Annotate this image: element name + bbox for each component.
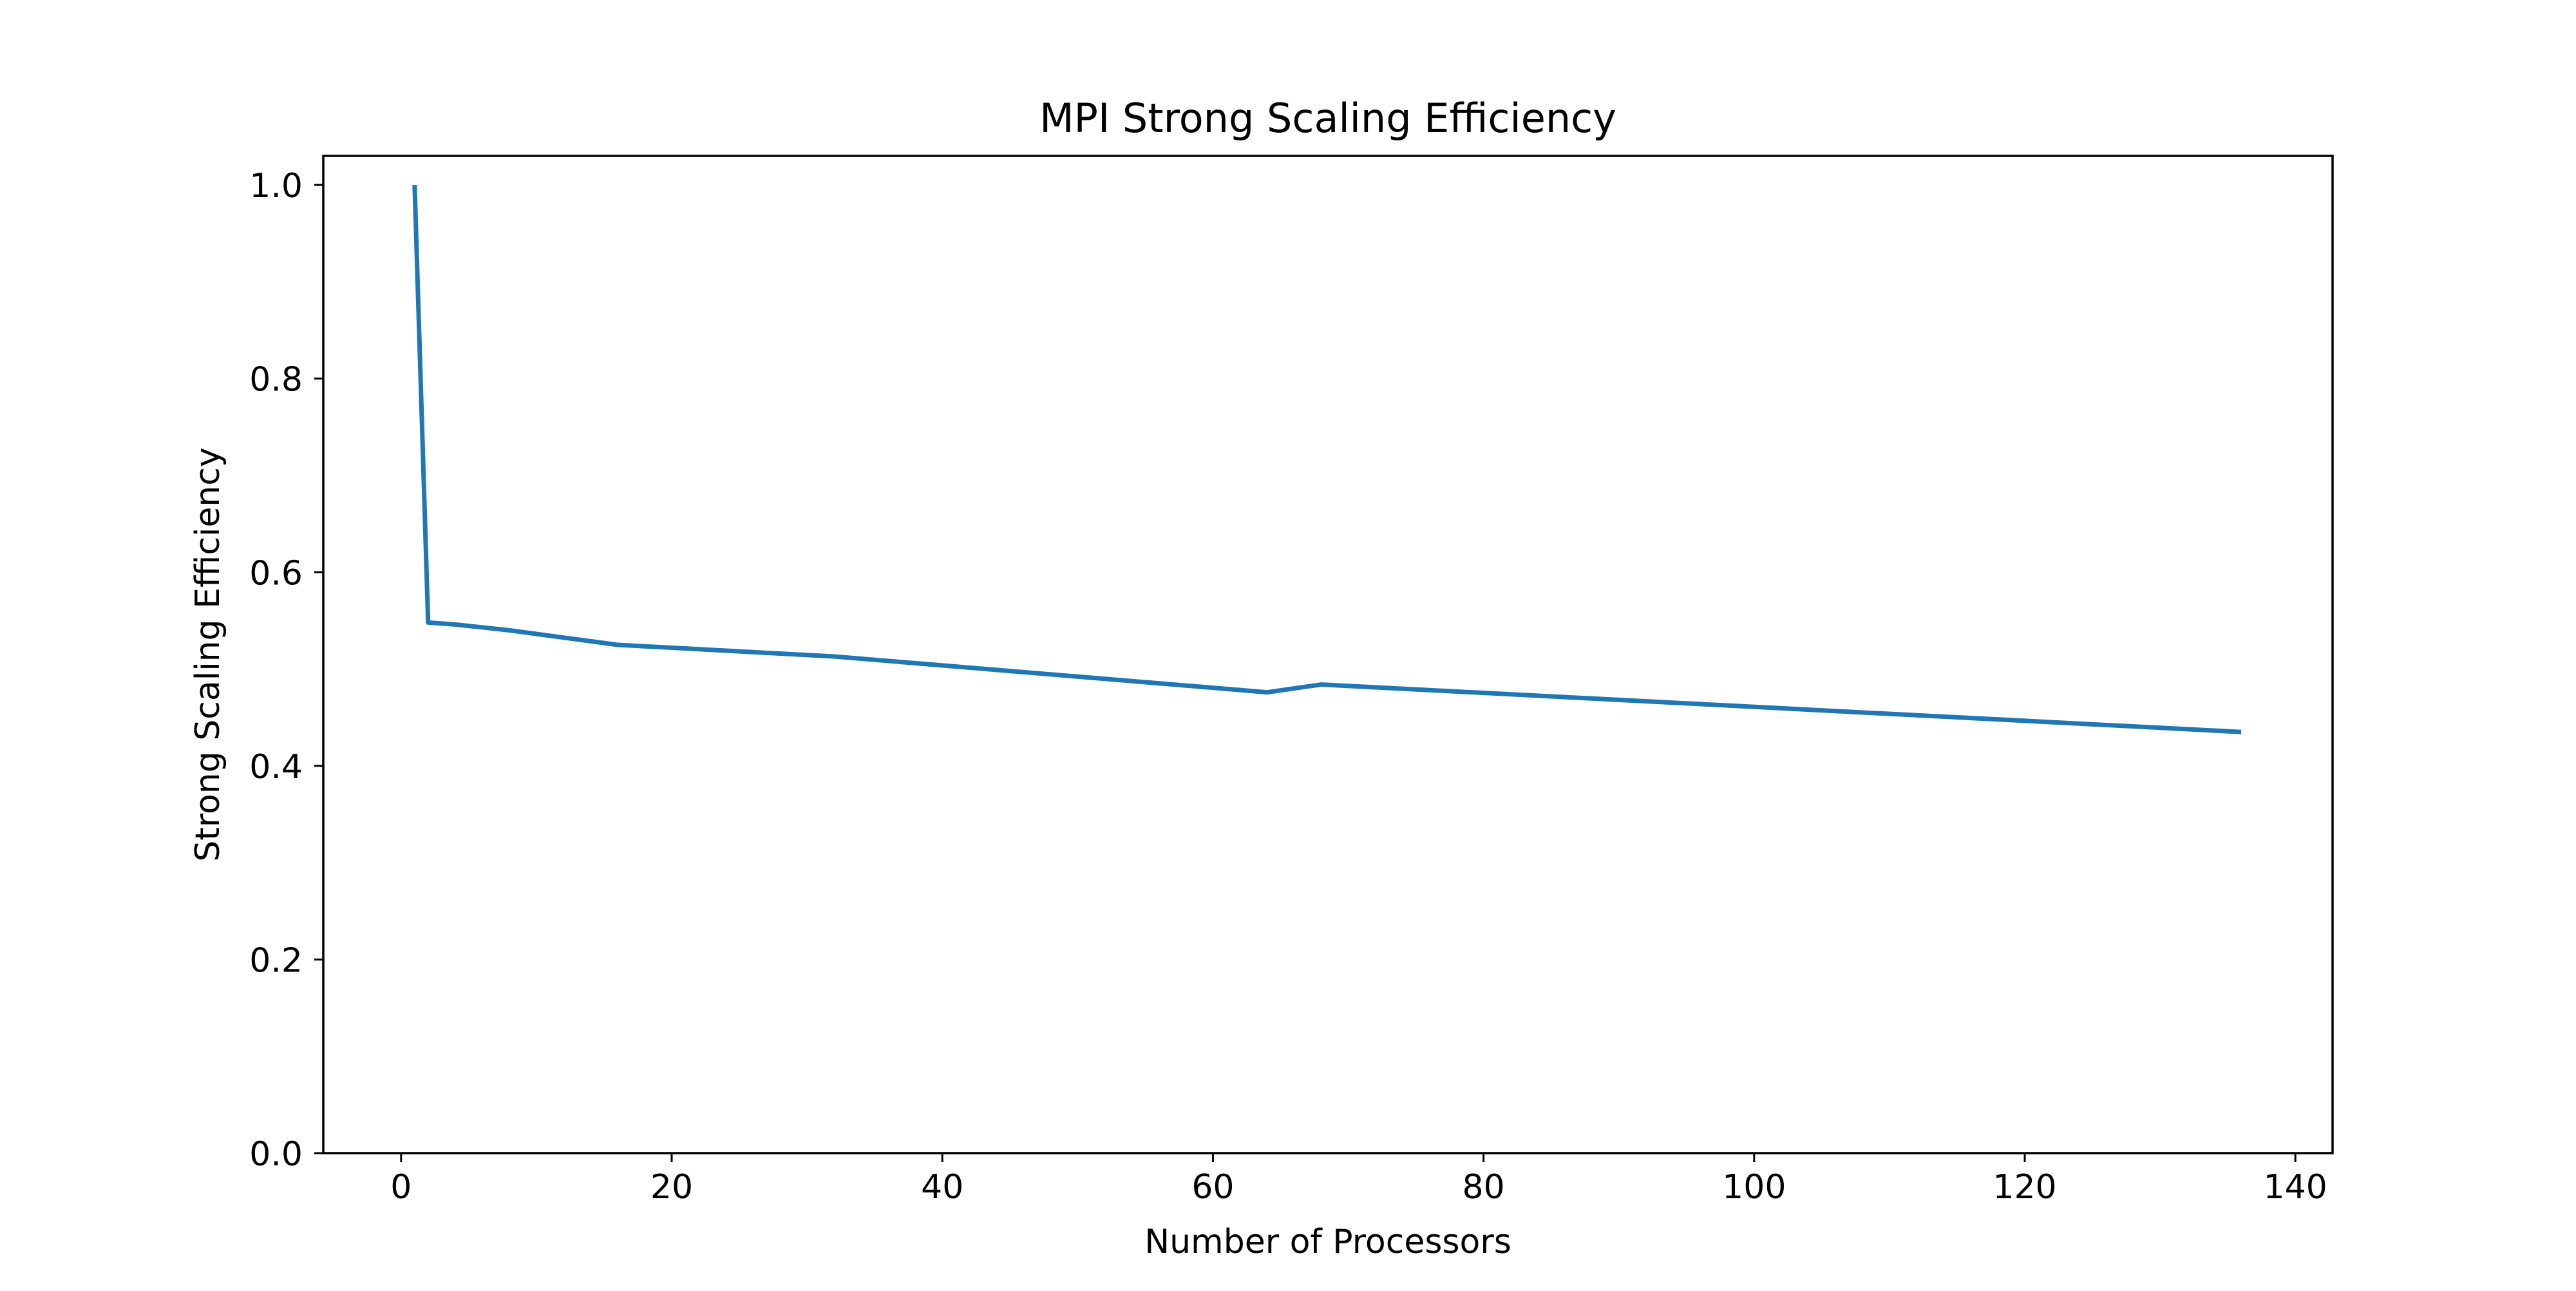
x-tick-label: 20	[650, 1168, 693, 1207]
data-point	[507, 627, 512, 633]
y-tick-label: 0.6	[249, 554, 303, 593]
data-point	[2239, 729, 2244, 734]
y-tick-label: 0.8	[249, 361, 303, 399]
y-axis-label: Strong Scaling Efficiency	[189, 447, 227, 861]
y-tick-label: 0.4	[249, 748, 303, 787]
plot-area	[322, 155, 2334, 1154]
data-point	[453, 622, 458, 627]
data-point	[1318, 682, 1323, 687]
data-point	[1264, 690, 1269, 695]
data-point	[426, 620, 431, 625]
x-tick-label: 140	[2264, 1168, 2327, 1207]
data-point	[831, 654, 837, 659]
y-tick-label: 0.2	[249, 941, 303, 980]
y-axis-ticks: 0.0 0.2 0.4 0.6 0.8 1.0	[249, 167, 323, 1174]
data-point	[615, 642, 620, 647]
chart-title: MPI Strong Scaling Efficiency	[1039, 95, 1616, 142]
x-tick-label: 100	[1722, 1168, 1786, 1207]
x-tick-label: 40	[921, 1168, 963, 1207]
series-layer	[412, 182, 2244, 734]
x-tick-label: 80	[1463, 1168, 1505, 1207]
x-tick-label: 60	[1191, 1168, 1234, 1207]
y-tick-label: 1.0	[249, 167, 303, 206]
series-line	[412, 184, 2242, 734]
x-axis-ticks: 0 20 40 60 80 100 120 140	[390, 1153, 2327, 1207]
x-axis-label: Number of Processors	[1144, 1223, 1511, 1261]
x-tick-label: 0	[390, 1168, 412, 1207]
x-tick-label: 120	[1993, 1168, 2056, 1207]
y-tick-label: 0.0	[249, 1135, 303, 1174]
data-point	[412, 182, 417, 187]
